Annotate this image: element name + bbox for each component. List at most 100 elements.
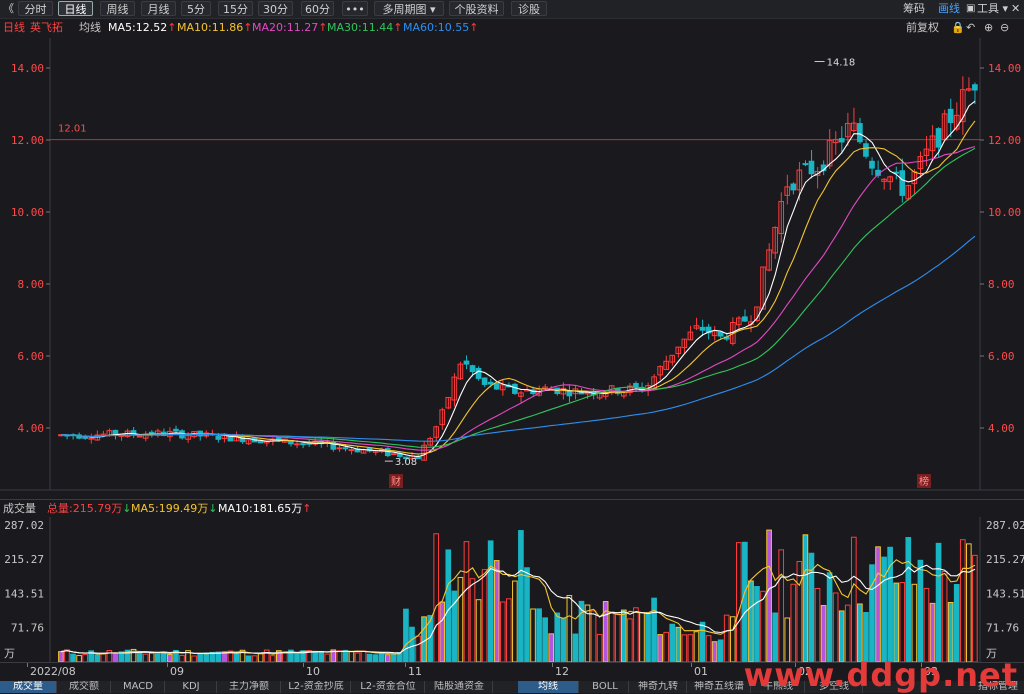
adjust-mode[interactable]: 前复权	[906, 21, 939, 34]
volume-bar	[366, 653, 373, 662]
volume-total: 总量:215.79万↓	[47, 502, 132, 515]
volume-bar	[324, 653, 331, 662]
volume-bar	[433, 533, 440, 662]
price-tick-right: 14.00	[988, 62, 1021, 75]
time-tick	[691, 663, 692, 667]
period-tab-2[interactable]: 周线	[100, 1, 135, 16]
candle-body	[100, 433, 107, 436]
candle-body	[802, 163, 809, 166]
ma30-line	[60, 147, 976, 448]
period-tab-3[interactable]: 月线	[141, 1, 176, 16]
volume-bar	[88, 650, 95, 662]
volume-bar	[475, 599, 482, 662]
volume-bar	[336, 650, 343, 662]
candle-body	[360, 449, 367, 454]
indicator-tab-2[interactable]: MACD	[112, 681, 165, 693]
volume-bar	[572, 633, 579, 662]
draw-line-button[interactable]: 画线	[938, 2, 960, 15]
volume-bar	[421, 616, 427, 662]
volume-bar	[191, 655, 197, 662]
period-tab-0[interactable]: 分时	[18, 1, 53, 16]
candle-body	[941, 113, 948, 141]
candle-body	[602, 392, 609, 397]
volume-bar	[560, 618, 567, 662]
period-tab-6[interactable]: 30分	[258, 1, 293, 16]
candle-body	[457, 363, 464, 380]
indicator-tab-11[interactable]: 神奇五线谱	[688, 681, 751, 693]
volume-title[interactable]: 成交量	[3, 502, 36, 515]
volume-chart[interactable]: 287.02 287.02 215.27 215.27 143.51 143.51 71.7…	[0, 517, 1024, 662]
indicator-tab-5[interactable]: L2-资金抄底	[282, 681, 351, 693]
indicator-tab-13[interactable]: 多空线	[806, 681, 863, 693]
indicator-tab-9[interactable]: BOLL	[582, 681, 629, 693]
volume-bar	[390, 653, 397, 662]
tools-menu[interactable]: 工具 ▾	[977, 2, 1009, 15]
period-tab-11[interactable]: 诊股	[511, 1, 547, 16]
period-tab-4[interactable]: 5分	[181, 1, 211, 16]
time-axis: 2022/08 09 10 11 12 01 02 03	[0, 662, 1024, 681]
candle-body	[838, 138, 845, 143]
indicator-tab-1[interactable]: 成交额	[58, 681, 111, 693]
indicator-tab-3[interactable]: KDJ	[166, 681, 217, 693]
stock-name[interactable]: 英飞拓	[30, 21, 63, 34]
candle-body	[857, 123, 863, 143]
volume-bar	[760, 590, 766, 662]
volume-bar	[512, 580, 518, 662]
volume-bar	[481, 569, 488, 662]
candle-body	[687, 331, 694, 341]
volume-bar	[457, 576, 464, 662]
candle-body	[518, 392, 524, 397]
volume-bar	[766, 529, 772, 662]
back-icon[interactable]: 《	[3, 2, 14, 15]
volume-bar	[360, 650, 367, 662]
candles	[58, 76, 978, 462]
volume-bar	[802, 534, 809, 662]
period-tab-1[interactable]: 日线	[58, 1, 93, 16]
candle-body	[959, 89, 966, 123]
undo-icon[interactable]: ↶	[966, 21, 976, 34]
indicator-name[interactable]: 均线	[79, 21, 101, 34]
indicator-tab-12[interactable]: 牛熊线	[752, 681, 805, 693]
restore-icon[interactable]: ▣	[966, 3, 976, 14]
volume-bar	[112, 653, 119, 662]
candle-body	[869, 160, 875, 169]
indicator-tab-14[interactable]: 指标管理	[972, 681, 1024, 693]
candle-body	[487, 381, 494, 385]
candle-body	[935, 128, 942, 148]
period-tab-10[interactable]: 个股资料	[449, 1, 504, 16]
close-icon[interactable]: ✕	[1011, 2, 1021, 15]
vol-tick-left: 143.51	[4, 588, 44, 601]
indicator-tab-10[interactable]: 神奇九转	[630, 681, 687, 693]
period-tab-5[interactable]: 15分	[218, 1, 253, 16]
period-tab-9[interactable]: 多周期图 ▾	[374, 1, 444, 16]
period-tab-7[interactable]: 60分	[301, 1, 334, 16]
volume-bar	[723, 614, 730, 662]
zoom-out-icon[interactable]: ⊖	[1000, 21, 1010, 34]
vol-ma10-line	[60, 564, 976, 654]
volume-bar	[590, 610, 597, 662]
volume-bar	[245, 655, 252, 662]
volume-bar	[905, 537, 912, 662]
indicator-tab-0[interactable]: 成交量	[0, 681, 57, 693]
indicator-tab-6[interactable]: L2-资金合位	[352, 681, 425, 693]
period-toolbar: 《 分时 日线 周线 月线 5分 15分 30分 60分 ••• 多周期图 ▾ 个股资料 诊股 筹码 …	[0, 0, 1024, 19]
time-tick	[405, 663, 406, 667]
candle-body	[451, 376, 458, 401]
volume-bar	[415, 635, 421, 662]
zoom-in-icon[interactable]: ⊕	[984, 21, 994, 34]
candle-body	[215, 435, 222, 440]
indicator-tab-4[interactable]: 主力净额	[218, 681, 281, 693]
candle-body	[336, 447, 343, 450]
volume-bar	[239, 649, 246, 662]
volume-bar	[917, 559, 924, 662]
volume-bar	[857, 603, 863, 662]
lock-icon[interactable]: 🔒	[951, 21, 965, 34]
indicator-tab-7[interactable]: 陆股通资金	[426, 681, 493, 693]
candle-body	[826, 139, 833, 167]
kline-chart[interactable]: 14.00 14.00 12.00 12.00 10.00 10.00 8.00 8.00 6.…	[0, 38, 1024, 498]
period-tab-8[interactable]: •••	[342, 1, 368, 16]
indicator-tab-8[interactable]: 均线	[518, 681, 579, 693]
volume-bar	[832, 592, 839, 662]
chip-button[interactable]: 筹码	[903, 2, 925, 15]
volume-bar	[941, 571, 948, 662]
